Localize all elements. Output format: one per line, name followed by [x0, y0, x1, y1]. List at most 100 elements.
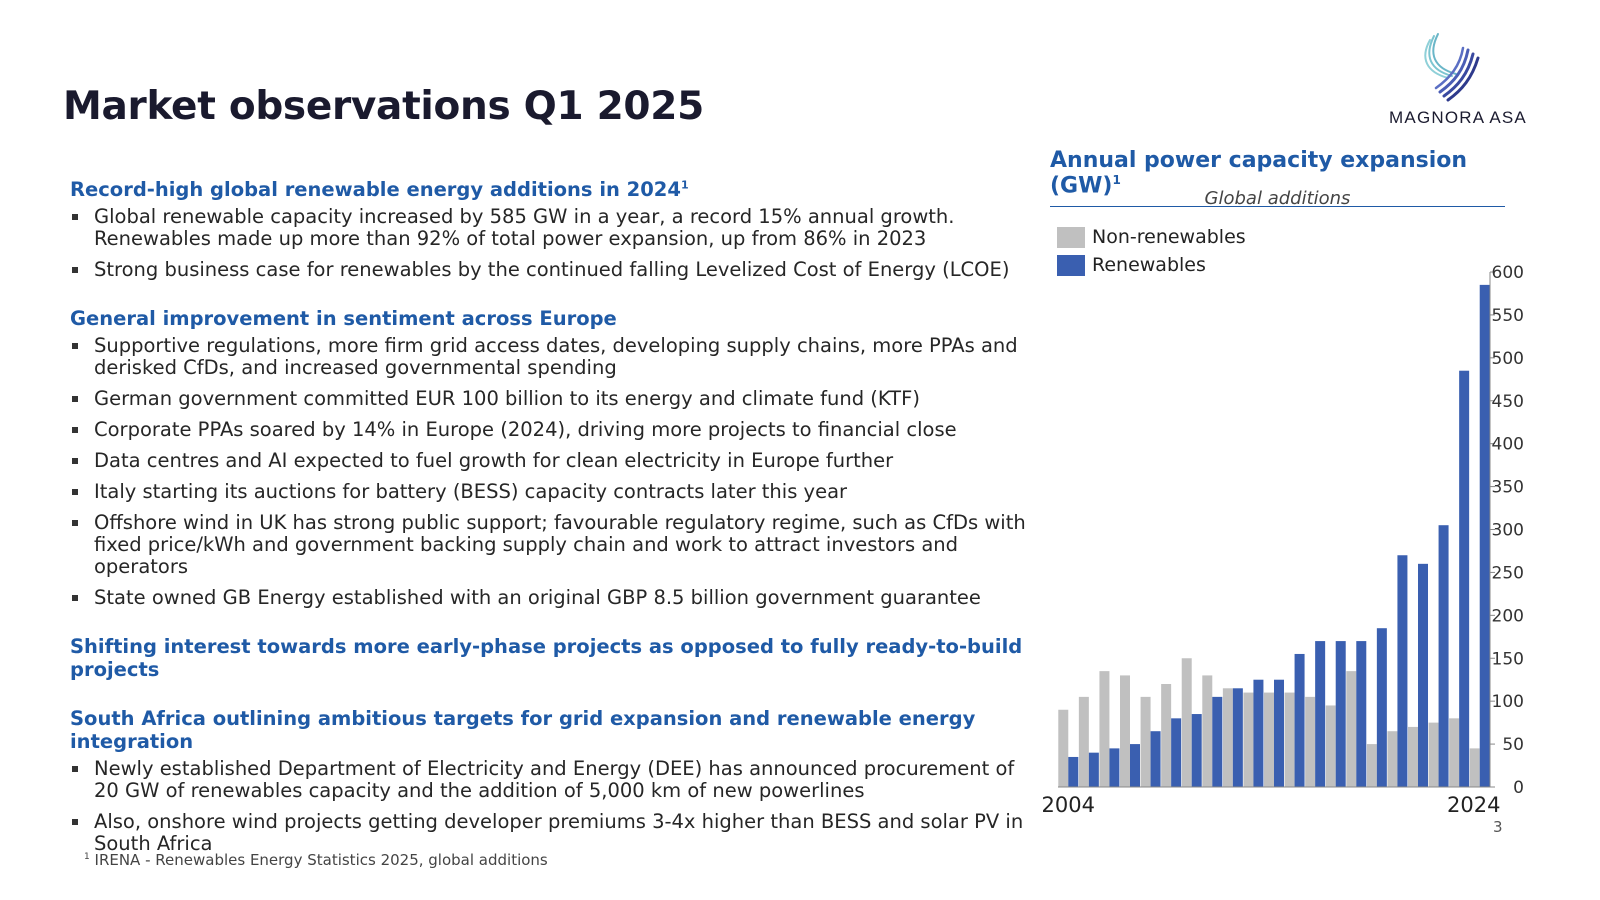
- footnote-marker: 1: [680, 178, 689, 192]
- bar-renewables-2017: [1335, 641, 1346, 787]
- y-tick-label: 0: [1513, 778, 1524, 798]
- bar-non-renewables-2021: [1408, 726, 1418, 787]
- bar-renewables-2013: [1253, 679, 1264, 787]
- section-renewable-additions: Record-high global renewable energy addi…: [70, 178, 1030, 281]
- bar-non-renewables-2008: [1140, 696, 1151, 787]
- bar-renewables-2014: [1274, 679, 1284, 787]
- bar-non-renewables-2004: [1058, 709, 1069, 787]
- bar-renewables-2024: [1479, 284, 1490, 787]
- bar-non-renewables-2022: [1428, 722, 1439, 787]
- section-heading: Shifting interest towards more early-pha…: [70, 635, 1023, 681]
- section-heading: General improvement in sentiment across …: [70, 307, 617, 330]
- observations-content: Record-high global renewable energy addi…: [70, 178, 1030, 881]
- bar-non-renewables-2014: [1264, 692, 1274, 787]
- y-tick-label: 450: [1492, 392, 1524, 412]
- footnote: 1 IRENA - Renewables Energy Statistics 2…: [84, 851, 548, 869]
- bar-renewables-2021: [1418, 563, 1428, 787]
- bullet-item: German government committed EUR 100 bill…: [70, 388, 1030, 410]
- bar-renewables-2023: [1459, 370, 1470, 787]
- y-tick-label: 300: [1492, 521, 1524, 541]
- footnote-marker: 1: [1112, 173, 1121, 187]
- section-south-africa: South Africa outlining ambitious targets…: [70, 707, 1030, 855]
- bar-non-renewables-2020: [1387, 731, 1398, 787]
- chart-legend: Non-renewables Renewables: [1057, 223, 1246, 279]
- bullet-item: Italy starting its auctions for battery …: [70, 481, 1030, 503]
- bar-renewables-2012: [1232, 688, 1243, 787]
- bar-renewables-2007: [1130, 744, 1140, 787]
- legend-item-non-renewables: Non-renewables: [1057, 223, 1246, 251]
- bullet-item: Strong business case for renewables by t…: [70, 259, 1030, 281]
- logo-text: MAGNORA ASA: [1389, 108, 1527, 127]
- bar-non-renewables-2018: [1346, 671, 1357, 787]
- bar-non-renewables-2023: [1449, 718, 1460, 787]
- legend-item-renewables: Renewables: [1057, 251, 1246, 279]
- chart-subtitle: Global additions: [1204, 188, 1351, 209]
- capacity-bar-chart: 0 50 100 150 200 250 300 350 400 450 500 550 600 2004…: [1042, 263, 1524, 817]
- footnote-marker: 1: [84, 852, 90, 862]
- legend-swatch: [1057, 226, 1085, 248]
- y-tick-label: 150: [1492, 649, 1524, 669]
- bar-renewables-2015: [1294, 653, 1305, 787]
- y-tick-label: 500: [1492, 349, 1524, 369]
- bar-non-renewables-2016: [1305, 696, 1316, 787]
- bar-non-renewables-2006: [1099, 671, 1110, 787]
- bar-renewables-2008: [1150, 731, 1161, 787]
- bar-renewables-2011: [1212, 696, 1223, 787]
- chart-title-text: Annual power capacity expansion (GW): [1050, 148, 1468, 199]
- bar-renewables-2004: [1068, 756, 1079, 787]
- bullet-item: State owned GB Energy established with a…: [70, 587, 1030, 609]
- bar-renewables-2018: [1356, 641, 1367, 787]
- bar-renewables-2019: [1376, 628, 1387, 787]
- bar-non-renewables-2007: [1120, 675, 1130, 787]
- y-tick-label: 550: [1492, 306, 1524, 326]
- legend-label: Non-renewables: [1092, 226, 1246, 248]
- bar-non-renewables-2015: [1284, 692, 1295, 787]
- company-logo: MAGNORA ASA: [1368, 30, 1548, 130]
- bar-renewables-2009: [1171, 718, 1182, 787]
- page-title: Market observations Q1 2025: [63, 84, 704, 129]
- section-heading-text: Record-high global renewable energy addi…: [70, 178, 681, 201]
- bullet-item: Global renewable capacity increased by 5…: [70, 206, 1030, 250]
- bar-renewables-2016: [1315, 641, 1326, 787]
- chart-title: Annual power capacity expansion (GW)1: [1050, 148, 1505, 208]
- bar-non-renewables-2009: [1161, 684, 1172, 787]
- y-tick-label: 350: [1492, 478, 1524, 498]
- bar-renewables-2005: [1088, 752, 1099, 787]
- section-heading: South Africa outlining ambitious targets…: [70, 707, 976, 753]
- y-tick-label: 600: [1492, 263, 1524, 283]
- bullet-item: Newly established Department of Electric…: [70, 758, 1030, 802]
- footnote-text: IRENA - Renewables Energy Statistics 202…: [94, 851, 548, 869]
- page-number: 3: [1493, 818, 1503, 836]
- logo-swirl-icon: [1424, 33, 1480, 102]
- bullet-item: Data centres and AI expected to fuel gro…: [70, 450, 1030, 472]
- section-heading: Record-high global renewable energy addi…: [70, 178, 1030, 201]
- y-tick-label: 100: [1492, 692, 1524, 712]
- y-tick-label: 50: [1502, 735, 1524, 755]
- x-tick-label-first: 2004: [1042, 793, 1095, 817]
- legend-swatch: [1057, 254, 1085, 276]
- bar-non-renewables-2005: [1078, 696, 1089, 787]
- bar-renewables-2006: [1109, 748, 1120, 787]
- bar-non-renewables-2012: [1222, 688, 1233, 787]
- bar-renewables-2022: [1438, 525, 1449, 787]
- bullet-item: Also, onshore wind projects getting deve…: [70, 811, 1030, 855]
- bar-non-renewables-2010: [1181, 658, 1192, 787]
- section-early-phase: Shifting interest towards more early-pha…: [70, 635, 1030, 681]
- y-tick-label: 200: [1492, 606, 1524, 626]
- y-tick-label: 400: [1492, 435, 1524, 455]
- bar-non-renewables-2019: [1366, 744, 1377, 787]
- bar-non-renewables-2024: [1469, 748, 1480, 787]
- bullet-item: Offshore wind in UK has strong public su…: [70, 512, 1030, 578]
- section-europe-sentiment: General improvement in sentiment across …: [70, 307, 1030, 609]
- bullet-list: Newly established Department of Electric…: [70, 758, 1030, 855]
- bar-renewables-2020: [1397, 555, 1408, 787]
- y-tick-label: 250: [1492, 563, 1524, 583]
- bar-non-renewables-2013: [1243, 692, 1254, 787]
- bullet-list: Global renewable capacity increased by 5…: [70, 206, 1030, 281]
- legend-label: Renewables: [1092, 254, 1206, 276]
- bullet-item: Supportive regulations, more firm grid a…: [70, 335, 1030, 379]
- bar-non-renewables-2017: [1325, 705, 1336, 787]
- bullet-item: Corporate PPAs soared by 14% in Europe (…: [70, 419, 1030, 441]
- bullet-list: Supportive regulations, more firm grid a…: [70, 335, 1030, 609]
- x-tick-label-last: 2024: [1447, 793, 1500, 817]
